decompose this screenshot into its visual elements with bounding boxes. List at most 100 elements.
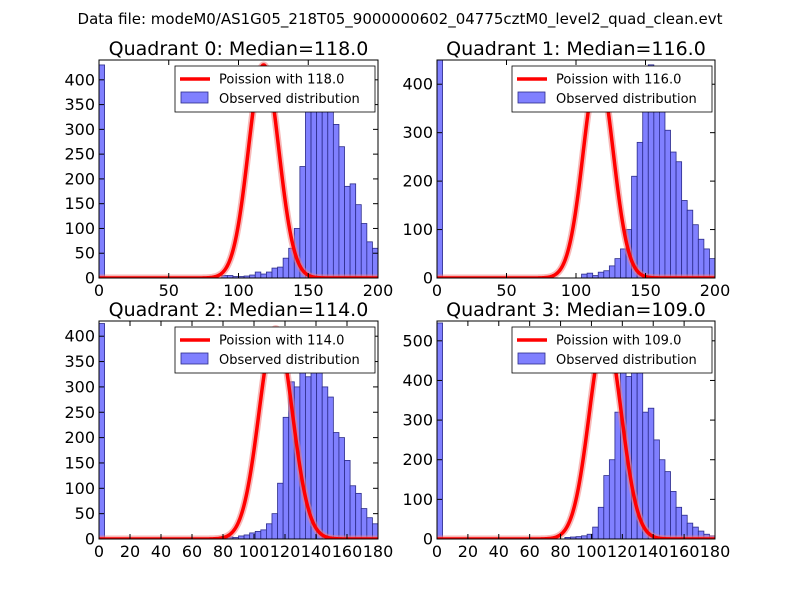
histogram-bar [608, 459, 616, 539]
histogram-bar [597, 271, 605, 278]
y-tick-label: 300 [402, 123, 433, 142]
y-tick-label: 0 [423, 530, 433, 549]
histogram-bar [603, 270, 610, 278]
x-tick-label: 140 [301, 542, 332, 561]
histogram-bar [614, 258, 621, 278]
y-tick-label: 0 [85, 269, 95, 288]
histogram-bar [338, 437, 345, 539]
histogram-bar [344, 460, 351, 539]
histogram-bar [265, 523, 273, 539]
quadrant-1-panel: 0 50 100 150 200 0 100 200 300 400 Quadrant 1: Med… [402, 38, 731, 300]
histogram-bar [437, 322, 443, 539]
histogram-bar [636, 141, 644, 278]
histogram-bar [277, 482, 284, 539]
x-tick-label: 0 [432, 542, 442, 561]
legend-bar-label: Observed distribution [219, 92, 360, 107]
histogram-bar [703, 248, 710, 278]
x-tick-label: 180 [700, 542, 731, 561]
quadrant-2-plot-area [99, 323, 378, 539]
y-tick-label: 150 [64, 453, 95, 472]
y-tick-label: 50 [75, 244, 95, 263]
y-tick-label: 200 [402, 172, 433, 191]
x-tick-label: 200 [700, 281, 731, 300]
legend-bar-swatch [517, 352, 546, 365]
histogram-bar [697, 238, 705, 278]
histogram-bar [360, 508, 368, 539]
legend-curve-label: Poission with 114.0 [219, 334, 344, 349]
x-tick-label: 200 [363, 281, 394, 300]
x-tick-label: 160 [669, 542, 700, 561]
histogram-bar [260, 273, 267, 278]
histogram-bar [332, 124, 340, 278]
histogram-bar [608, 265, 616, 278]
y-tick-label: 200 [64, 428, 95, 447]
histogram-bar [332, 432, 340, 539]
histogram-bar [581, 273, 588, 278]
quadrant-0-panel: 0 50 100 150 200 0 50 100 150 200 250 300 350 400 Quad… [64, 38, 394, 300]
quadrant-3-title: Quadrant 3: Median=109.0 [446, 299, 706, 321]
x-tick-label: 140 [638, 542, 669, 561]
quadrant-2-panel: 0 20 40 60 80 100 120 140 160 1800501001502002503… [64, 299, 393, 561]
x-tick-label: 100 [576, 542, 607, 561]
y-tick-label: 500 [402, 331, 433, 350]
histogram-bar [670, 491, 677, 539]
histogram-bar [282, 416, 290, 539]
y-tick-label: 400 [402, 371, 433, 390]
x-tick-label: 80 [550, 542, 570, 561]
y-tick-label: 400 [64, 70, 95, 89]
y-tick-label: 50 [75, 504, 95, 523]
quadrant-3-panel: 0 20 40 60 80 100 120 140 160 1800100200300400500… [402, 299, 731, 561]
histogram-bar [327, 99, 334, 278]
histogram-bar [321, 386, 329, 539]
legend: Poission with 114.0 Observed distribution [174, 326, 376, 374]
legend: Poission with 118.0 Observed distribution [174, 65, 376, 113]
legend: Poission with 116.0 Observed distribution [511, 65, 713, 113]
quadrant-1-plot-area [437, 60, 715, 278]
y-tick-label: 300 [64, 120, 95, 139]
axes-frame [436, 320, 716, 540]
histogram-bar [586, 272, 594, 278]
histogram-bar [603, 475, 610, 539]
y-tick-label: 100 [402, 490, 433, 509]
histogram-bar [254, 271, 262, 278]
histogram-bar [437, 60, 443, 278]
histogram-bar [675, 506, 683, 539]
histogram-bar [675, 161, 683, 278]
x-tick-label: 0 [94, 281, 104, 300]
legend-bar-label: Observed distribution [556, 92, 697, 107]
x-tick-label: 80 [213, 542, 233, 561]
y-tick-label: 300 [64, 377, 95, 396]
histogram-bar [271, 267, 278, 278]
x-tick-label: 50 [496, 281, 516, 300]
legend-bar-swatch [180, 352, 209, 365]
histogram-bar [316, 371, 323, 539]
histogram-bar [355, 204, 362, 278]
quadrant-0-title: Quadrant 0: Median=118.0 [109, 38, 369, 60]
x-tick-label: 120 [607, 542, 638, 561]
histogram-bar [681, 200, 688, 278]
legend-box [174, 65, 376, 113]
y-tick-label: 250 [64, 145, 95, 164]
histogram-bar [360, 223, 368, 278]
histogram-bar [659, 88, 666, 278]
x-tick-label: 100 [223, 281, 254, 300]
x-tick-label: 60 [182, 542, 202, 561]
legend: Poission with 109.0 Observed distribution [511, 326, 713, 374]
y-tick-label: 150 [64, 194, 95, 213]
histogram-bar [659, 459, 666, 539]
y-tick-label: 350 [64, 352, 95, 371]
y-tick-label: 400 [64, 327, 95, 346]
histogram-bar [647, 407, 655, 539]
legend-curve-label: Poission with 116.0 [556, 73, 681, 88]
histogram-bar [321, 84, 329, 278]
histogram-bar [372, 523, 378, 539]
x-tick-label: 150 [293, 281, 324, 300]
histogram-bar [366, 241, 373, 278]
x-tick-label: 100 [239, 542, 270, 561]
histogram-bar [349, 183, 357, 278]
x-tick-label: 40 [489, 542, 509, 561]
poisson-curve [437, 67, 715, 278]
x-tick-label: 0 [432, 281, 442, 300]
histogram-bar [99, 64, 105, 278]
x-tick-label: 120 [270, 542, 301, 561]
